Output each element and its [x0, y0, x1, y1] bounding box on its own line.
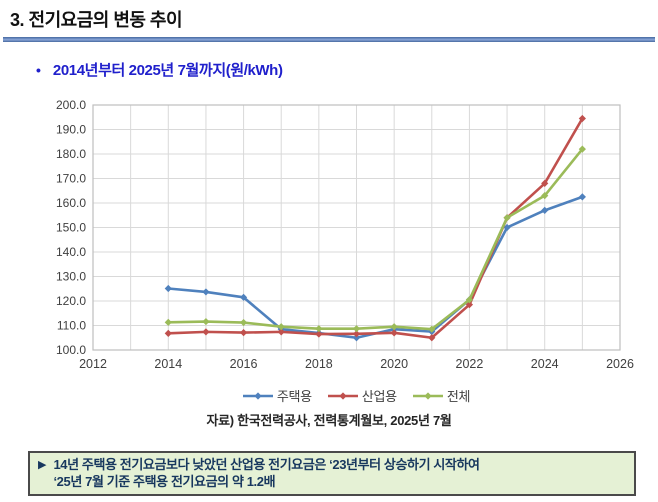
data-point-series-2: [503, 214, 511, 222]
data-point-series-1: [390, 329, 398, 337]
callout-box: ▶ 14년 주택용 전기요금보다 낮았던 산업용 전기요금은 ‘23년부터 상승…: [28, 451, 636, 496]
series-line-1: [166, 117, 584, 340]
data-point-series-1: [578, 114, 586, 123]
data-point-series-1: [465, 301, 474, 309]
y-tick-label: 200.0: [56, 98, 86, 112]
legend-line-marker-icon: [412, 391, 443, 400]
subtitle-bullet-line: • 2014년부터 2025년 7월까지(원/kWh): [36, 59, 283, 80]
data-point-series-2: [390, 323, 398, 331]
data-point-series-1: [315, 330, 323, 338]
legend-item-2: 전체: [412, 386, 471, 405]
y-tick-label: 110.0: [57, 319, 86, 333]
data-point-series-0: [541, 206, 549, 214]
data-point-series-2: [541, 192, 549, 200]
legend-label: 산업용: [361, 389, 397, 404]
y-tick-label: 130.0: [56, 270, 86, 284]
series-line-0: [166, 195, 584, 340]
title-divider: [3, 37, 655, 42]
data-point-series-2: [428, 325, 436, 333]
data-point-series-1: [541, 179, 549, 187]
y-tick-label: 150.0: [56, 221, 86, 235]
data-point-series-2: [578, 145, 586, 153]
plot-border: [92, 104, 621, 351]
callout-text: 14년 주택용 전기요금보다 낮았던 산업용 전기요금은 ‘23년부터 상승하기…: [53, 456, 480, 490]
legend-item-0: 주택용: [242, 386, 312, 405]
y-tick-label: 190.0: [56, 123, 86, 137]
x-tick-label: 2020: [380, 357, 408, 371]
legend-label: 주택용: [276, 389, 312, 404]
y-tick-label: 100.0: [56, 343, 86, 357]
data-point-series-1: [277, 328, 285, 336]
bullet-icon: •: [36, 61, 41, 78]
chart-canvas: 100.0 110.0 120.0 130.0 140.0 150.0 160.0 170.0…: [56, 98, 634, 371]
data-point-series-0: [202, 288, 210, 296]
y-tick-label: 180.0: [56, 147, 86, 161]
x-tick-label: 2026: [606, 357, 634, 371]
legend-line-marker-icon: [327, 391, 358, 400]
callout-arrow-icon: ▶: [38, 459, 47, 471]
data-point-series-1: [164, 329, 172, 337]
x-tick-label: 2016: [230, 357, 258, 371]
data-point-series-2: [239, 318, 248, 327]
data-point-series-0: [239, 293, 248, 301]
y-tick-label: 170.0: [56, 172, 86, 186]
page-title: 3. 전기요금의 변동 추이: [10, 10, 183, 30]
x-tick-label: 2024: [531, 357, 559, 371]
chart-legend: 주택용 산업용 전체: [93, 386, 620, 405]
chart-source: 자료) 한국전력공사, 전력통계월보, 2025년 7월: [206, 413, 452, 428]
data-point-series-0: [578, 193, 586, 201]
subtitle-text: 2014년부터 2025년 7월까지(원/kWh): [52, 62, 283, 79]
series-line-2: [166, 147, 584, 331]
data-point-series-0: [164, 284, 172, 293]
data-point-series-2: [315, 325, 323, 333]
data-point-series-1: [239, 329, 248, 337]
data-point-series-2: [202, 317, 210, 326]
x-tick-label: 2014: [154, 357, 182, 371]
legend-label: 전체: [446, 389, 471, 404]
y-tick-label: 140.0: [56, 245, 86, 259]
callout-line-1: 14년 주택용 전기요금보다 낮았던 산업용 전기요금은 ‘23년부터 상승하기…: [53, 457, 480, 472]
x-tick-label: 2012: [79, 357, 107, 371]
x-tick-label: 2022: [456, 357, 484, 371]
legend-item-1: 산업용: [327, 386, 397, 405]
data-point-series-2: [352, 325, 361, 333]
data-point-series-1: [428, 334, 436, 342]
callout-line-2: ‘25년 7월 기준 주택용 전기요금의 약 1.2배: [53, 474, 276, 489]
y-tick-label: 120.0: [56, 294, 86, 308]
legend-line-marker-icon: [242, 391, 273, 400]
data-point-series-0: [503, 223, 511, 232]
x-tick-label: 2018: [305, 357, 333, 371]
data-point-series-1: [202, 328, 210, 336]
data-point-series-2: [164, 318, 172, 326]
y-tick-label: 160.0: [56, 196, 86, 210]
data-point-series-0: [352, 334, 361, 342]
line-chart: 100.0 110.0 120.0 130.0 140.0 150.0 160.0 170.0…: [0, 95, 658, 385]
